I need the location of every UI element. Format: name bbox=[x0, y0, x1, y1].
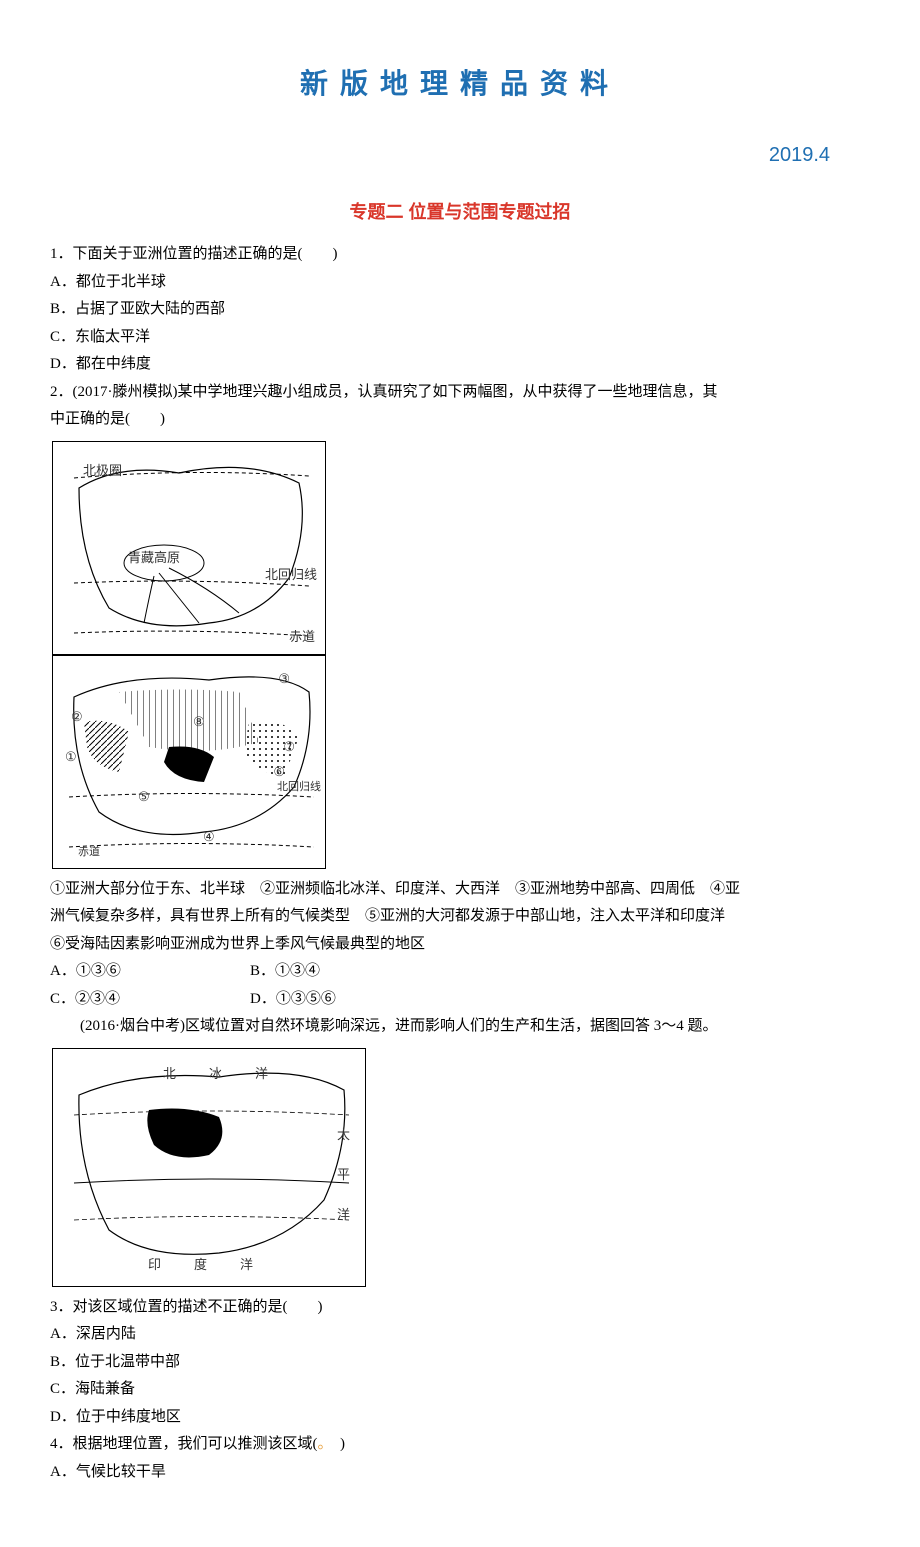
label-equator: 赤道 bbox=[289, 626, 315, 648]
label-arctic: 北极圈 bbox=[83, 460, 122, 482]
label-r4: ④ bbox=[203, 826, 215, 848]
q3-stem: 3．对该区域位置的描述不正确的是( ) bbox=[50, 1295, 870, 1321]
label-tropic: 北回归线 bbox=[265, 564, 317, 586]
label-r1: ① bbox=[65, 746, 77, 768]
q1-option-c: C．东临太平洋 bbox=[50, 325, 870, 351]
label-r5: ⑤ bbox=[138, 786, 150, 808]
label-pacific1: 太 bbox=[337, 1124, 350, 1146]
q2-stem-line1: 2．(2017·滕州模拟)某中学地理兴趣小组成员，认真研究了如下两幅图，从中获得… bbox=[50, 380, 870, 406]
q2-statements-l2: 洲气候复杂多样，具有世界上所有的气候类型 ⑤亚洲的大河都发源于中部山地，注入太平… bbox=[50, 904, 870, 930]
context34-text: (2016·烟台中考)区域位置对自然环境影响深远，进而影响人们的生产和生活，据图… bbox=[50, 1014, 870, 1040]
q3-option-d: D．位于中纬度地区 bbox=[50, 1405, 870, 1431]
context34-map: 北 冰 洋 太 平 洋 印 度 洋 bbox=[52, 1048, 366, 1287]
q4-stem-post: ) bbox=[325, 1436, 345, 1452]
q4-stem-pre: 4．根据地理位置，我们可以推测该区域( bbox=[50, 1436, 318, 1452]
q2-option-d: D．①③⑤⑥ bbox=[250, 987, 450, 1013]
q1-option-b: B．占据了亚欧大陆的西部 bbox=[50, 297, 870, 323]
q1-stem: 1．下面关于亚洲位置的描述正确的是( ) bbox=[50, 242, 870, 268]
q3-option-a: A．深居内陆 bbox=[50, 1322, 870, 1348]
orange-dot-icon: 。 bbox=[318, 1436, 326, 1452]
label-plateau: 青藏高原 bbox=[128, 547, 180, 569]
label-indian-ocean: 印 度 洋 bbox=[148, 1254, 263, 1276]
q2-option-c: C．②③④ bbox=[50, 987, 250, 1013]
q2-map-right: ③ ② ① ⑧ ⑦ ⑥ ⑤ ④ 北回归线 赤道 bbox=[52, 655, 326, 869]
label-pacific3: 洋 bbox=[337, 1204, 350, 1226]
q2-option-a: A．①③⑥ bbox=[50, 959, 250, 985]
q2-figure-row: 北极圈 青藏高原 北回归线 赤道 ③ bbox=[50, 441, 870, 869]
q1-option-a: A．都位于北半球 bbox=[50, 270, 870, 296]
label-r7: ⑦ bbox=[283, 736, 295, 758]
q2-stem-line2: 中正确的是( ) bbox=[50, 407, 870, 433]
q3-option-b: B．位于北温带中部 bbox=[50, 1350, 870, 1376]
label-equator-r: 赤道 bbox=[78, 843, 100, 862]
main-title: 新版地理精品资料 bbox=[50, 60, 870, 108]
label-r8: ⑧ bbox=[193, 711, 205, 733]
q1-option-d: D．都在中纬度 bbox=[50, 352, 870, 378]
q2-statements-l1: ①亚洲大部分位于东、北半球 ②亚洲频临北冰洋、印度洋、大西洋 ③亚洲地势中部高、… bbox=[50, 877, 870, 903]
date-label: 2019.4 bbox=[50, 138, 870, 172]
label-pacific2: 平 bbox=[337, 1164, 350, 1186]
q2-map-left: 北极圈 青藏高原 北回归线 赤道 bbox=[52, 441, 326, 655]
q4-option-a: A．气候比较干旱 bbox=[50, 1460, 870, 1486]
label-arctic-ocean: 北 冰 洋 bbox=[163, 1063, 278, 1085]
q4-stem: 4．根据地理位置，我们可以推测该区域(。 ) bbox=[50, 1432, 870, 1458]
context34-figure-row: 北 冰 洋 太 平 洋 印 度 洋 bbox=[50, 1048, 870, 1287]
context34-map-svg bbox=[59, 1055, 359, 1280]
label-tropic-r: 北回归线 bbox=[277, 778, 321, 797]
q2-option-b: B．①③④ bbox=[250, 959, 450, 985]
label-r2: ② bbox=[71, 706, 83, 728]
q2-option-row2: C．②③④ D．①③⑤⑥ bbox=[50, 987, 870, 1013]
label-r3: ③ bbox=[278, 668, 290, 690]
q2-statements-l3: ⑥受海陆因素影响亚洲成为世界上季风气候最典型的地区 bbox=[50, 932, 870, 958]
sub-title: 专题二 位置与范围专题过招 bbox=[50, 197, 870, 228]
q2-option-row1: A．①③⑥ B．①③④ bbox=[50, 959, 870, 985]
q3-option-c: C．海陆兼备 bbox=[50, 1377, 870, 1403]
